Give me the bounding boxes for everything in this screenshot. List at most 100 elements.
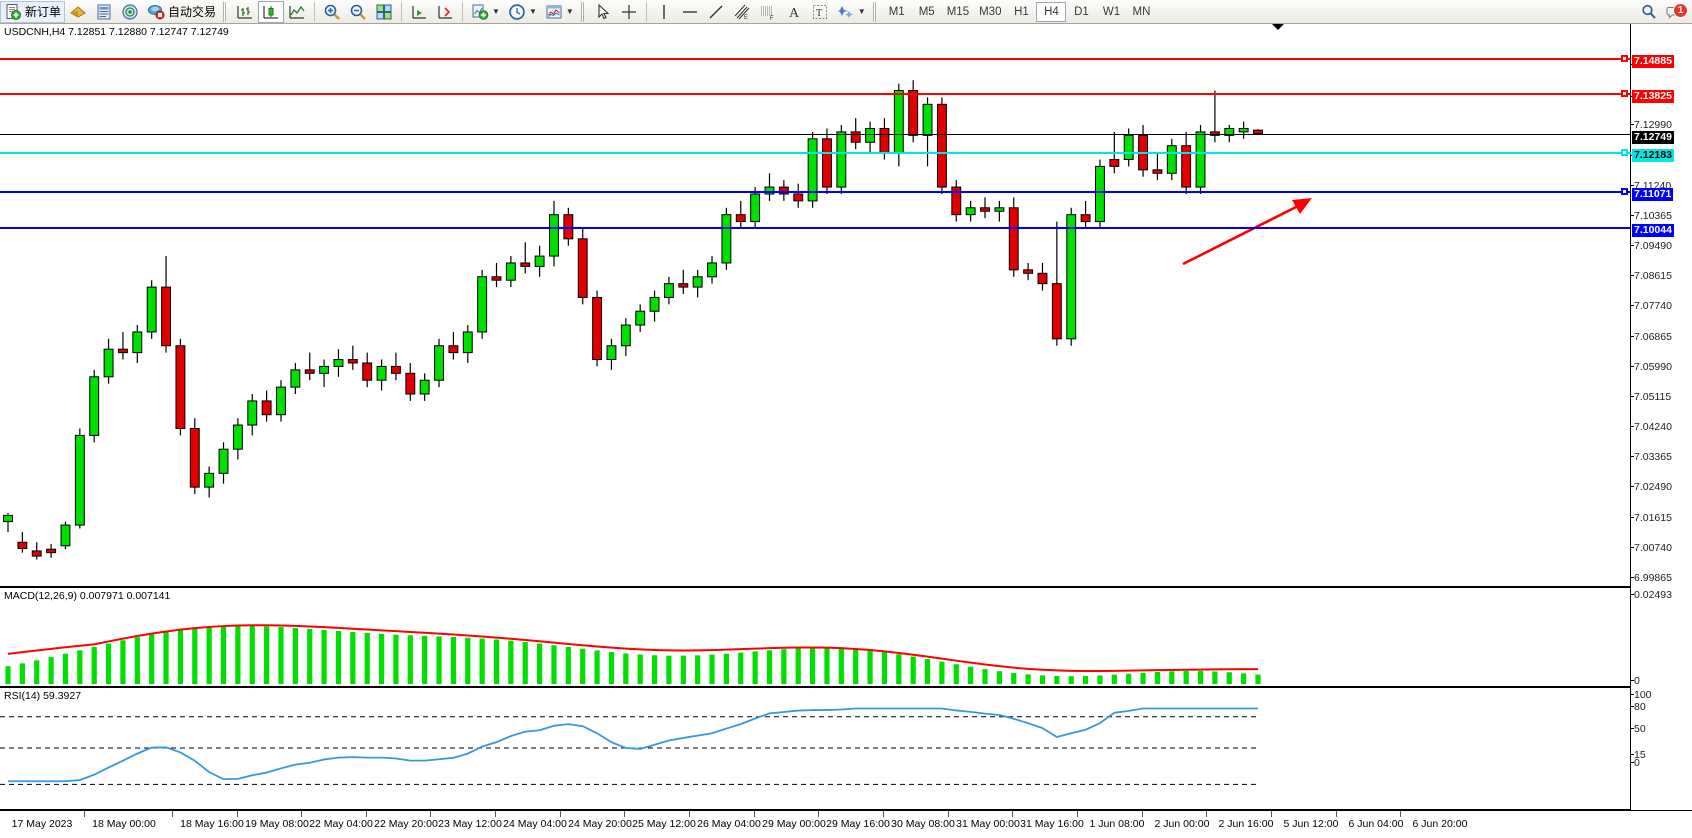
timeframe-m15[interactable]: M15 bbox=[946, 5, 970, 18]
price-tag-7-14885[interactable]: 7.14885 bbox=[1632, 55, 1674, 68]
current-price-7-12749[interactable] bbox=[0, 134, 1631, 135]
time-label: 19 May 08:00 bbox=[245, 818, 309, 830]
shapes-button[interactable]: ▼ bbox=[833, 1, 870, 23]
zoom-out-button[interactable] bbox=[345, 1, 371, 23]
expert-advisor-icon bbox=[70, 5, 86, 18]
timeframe-m5[interactable]: M5 bbox=[918, 5, 935, 18]
price-tag-7-12749[interactable]: 7.12749 bbox=[1632, 131, 1674, 144]
price-tick: 6.99865 bbox=[1631, 572, 1672, 584]
auto-scroll-button[interactable] bbox=[432, 1, 458, 23]
new-order-button[interactable]: 新订单 bbox=[0, 0, 66, 23]
period-separator-button[interactable]: ▼ bbox=[504, 1, 541, 23]
time-label: 29 May 00:00 bbox=[762, 818, 826, 830]
equidistant-channel-button[interactable]: E bbox=[729, 1, 755, 23]
resistance-7-14885-handle[interactable] bbox=[1621, 55, 1628, 62]
time-axis[interactable]: 17 May 2023 18 May 00:00 18 May 16:00 19 Ma… bbox=[0, 810, 1692, 838]
macd-pane[interactable]: MACD(12,26,9) 0.007971 0.007141 bbox=[0, 587, 1631, 687]
timeframe-w1[interactable]: W1 bbox=[1102, 5, 1121, 18]
search-button[interactable] bbox=[1636, 1, 1662, 23]
candlestick-chart-button[interactable] bbox=[258, 0, 285, 23]
rsi-pane[interactable]: RSI(14) 59.3927 bbox=[0, 687, 1631, 810]
price-tag-7-10044[interactable]: 7.10044 bbox=[1632, 224, 1674, 237]
vertical-line-button[interactable] bbox=[651, 1, 677, 23]
autotrading-button[interactable]: 自动交易 bbox=[143, 1, 220, 23]
resistance-7-13825-handle[interactable] bbox=[1621, 90, 1628, 97]
toolbar-grip-1[interactable] bbox=[223, 1, 230, 22]
price-tick: 7.07740 bbox=[1631, 300, 1672, 313]
text-label-icon: T bbox=[812, 4, 827, 19]
price-tick: 7.05990 bbox=[1631, 360, 1672, 373]
main-toolbar: 新订单 bbox=[0, 0, 1692, 24]
support-7-11071-handle[interactable] bbox=[1621, 188, 1628, 195]
autotrading-icon bbox=[148, 4, 165, 19]
tile-windows-button[interactable] bbox=[371, 1, 397, 23]
price-tick: 7.09490 bbox=[1631, 240, 1672, 253]
fibonacci-button[interactable]: F bbox=[755, 1, 781, 23]
price-tick: 7.08615 bbox=[1631, 270, 1672, 283]
horizontal-line-button[interactable] bbox=[677, 1, 703, 23]
crosshair-button[interactable] bbox=[616, 1, 642, 23]
new-chart-button[interactable]: ▼ bbox=[467, 1, 504, 23]
text-label-button[interactable]: T bbox=[807, 1, 833, 23]
line-chart-button[interactable] bbox=[284, 1, 310, 23]
trendline-button[interactable] bbox=[703, 1, 729, 23]
chart-shift-icon bbox=[412, 5, 427, 19]
time-separator bbox=[689, 811, 690, 817]
indicators-button[interactable]: ▼ bbox=[541, 1, 578, 23]
resistance-7-13825[interactable] bbox=[0, 93, 1631, 95]
time-label: 5 Jun 12:00 bbox=[1283, 818, 1339, 830]
time-label: 6 Jun 20:00 bbox=[1412, 818, 1468, 830]
period-separator-icon bbox=[509, 3, 525, 20]
time-label: 24 May 20:00 bbox=[568, 818, 632, 830]
time-separator bbox=[430, 811, 431, 817]
price-tag-7-11071[interactable]: 7.11071 bbox=[1632, 188, 1674, 201]
time-separator bbox=[495, 811, 496, 817]
support-7-10044[interactable] bbox=[0, 227, 1631, 229]
alerts-button[interactable]: 1 bbox=[1662, 1, 1692, 23]
rsi-scale-100: 100 bbox=[1631, 689, 1652, 701]
timeframe-m1[interactable]: M1 bbox=[888, 5, 905, 18]
price-tick: 7.05115 bbox=[1630, 390, 1672, 403]
time-separator bbox=[301, 811, 302, 817]
bullish-arrow-annotation[interactable] bbox=[0, 24, 1631, 587]
time-label: 17 May 2023 bbox=[11, 818, 73, 830]
zoom-in-button[interactable] bbox=[319, 1, 345, 23]
time-label: 1 Jun 08:00 bbox=[1089, 818, 1145, 830]
zoom-in-icon bbox=[324, 4, 340, 20]
navigator-button[interactable] bbox=[117, 1, 143, 23]
toolbar-grip-2[interactable] bbox=[580, 1, 587, 22]
price-tag-7-13825[interactable]: 7.13825 bbox=[1632, 90, 1674, 103]
timeframe-d1[interactable]: D1 bbox=[1074, 5, 1089, 18]
candlestick-chart-icon bbox=[263, 5, 279, 19]
new-chart-icon bbox=[472, 4, 489, 20]
chart-shift-button[interactable] bbox=[406, 1, 432, 23]
price-pane[interactable]: USDCNH,H4 7.12851 7.12880 7.12747 7.1274… bbox=[0, 24, 1631, 587]
time-separator bbox=[754, 811, 755, 817]
cursor-button[interactable] bbox=[590, 1, 616, 23]
text-button[interactable]: A bbox=[781, 1, 807, 23]
alerts-count-badge: 1 bbox=[1673, 2, 1688, 18]
expert-advisor-button[interactable] bbox=[65, 1, 91, 23]
timeframe-m30[interactable]: M30 bbox=[979, 5, 1002, 18]
data-window-button[interactable] bbox=[91, 1, 117, 23]
timeframe-h1[interactable]: H1 bbox=[1014, 5, 1029, 18]
resistance-7-14885[interactable] bbox=[0, 58, 1631, 60]
macd-scale-bottom: 0 bbox=[1631, 675, 1640, 687]
text-icon: A bbox=[789, 6, 800, 21]
svg-text:F: F bbox=[770, 16, 774, 21]
time-separator bbox=[818, 811, 819, 817]
price-tag-7-12183[interactable]: 7.12183 bbox=[1632, 149, 1674, 162]
toolbar-grip-3[interactable] bbox=[872, 1, 879, 22]
support-7-11071[interactable] bbox=[0, 191, 1631, 193]
rsi-scale-15: 15 bbox=[1631, 749, 1646, 761]
rsi-scale-80: 80 bbox=[1631, 701, 1646, 713]
chart-scroll-caret[interactable] bbox=[1272, 24, 1284, 30]
cyan-level-7-12183-handle[interactable] bbox=[1621, 149, 1628, 156]
bar-chart-button[interactable] bbox=[232, 1, 258, 23]
cyan-level-7-12183[interactable] bbox=[0, 152, 1631, 154]
chart-container[interactable]: USDCNH,H4 7.12851 7.12880 7.12747 7.1274… bbox=[0, 24, 1692, 838]
price-axis[interactable]: 7.147407.138257.129907.121157.112407.103… bbox=[1630, 24, 1692, 810]
horizontal-line-icon bbox=[682, 10, 697, 13]
timeframe-h4[interactable]: H4 bbox=[1036, 1, 1067, 22]
timeframe-mn[interactable]: MN bbox=[1132, 5, 1151, 18]
